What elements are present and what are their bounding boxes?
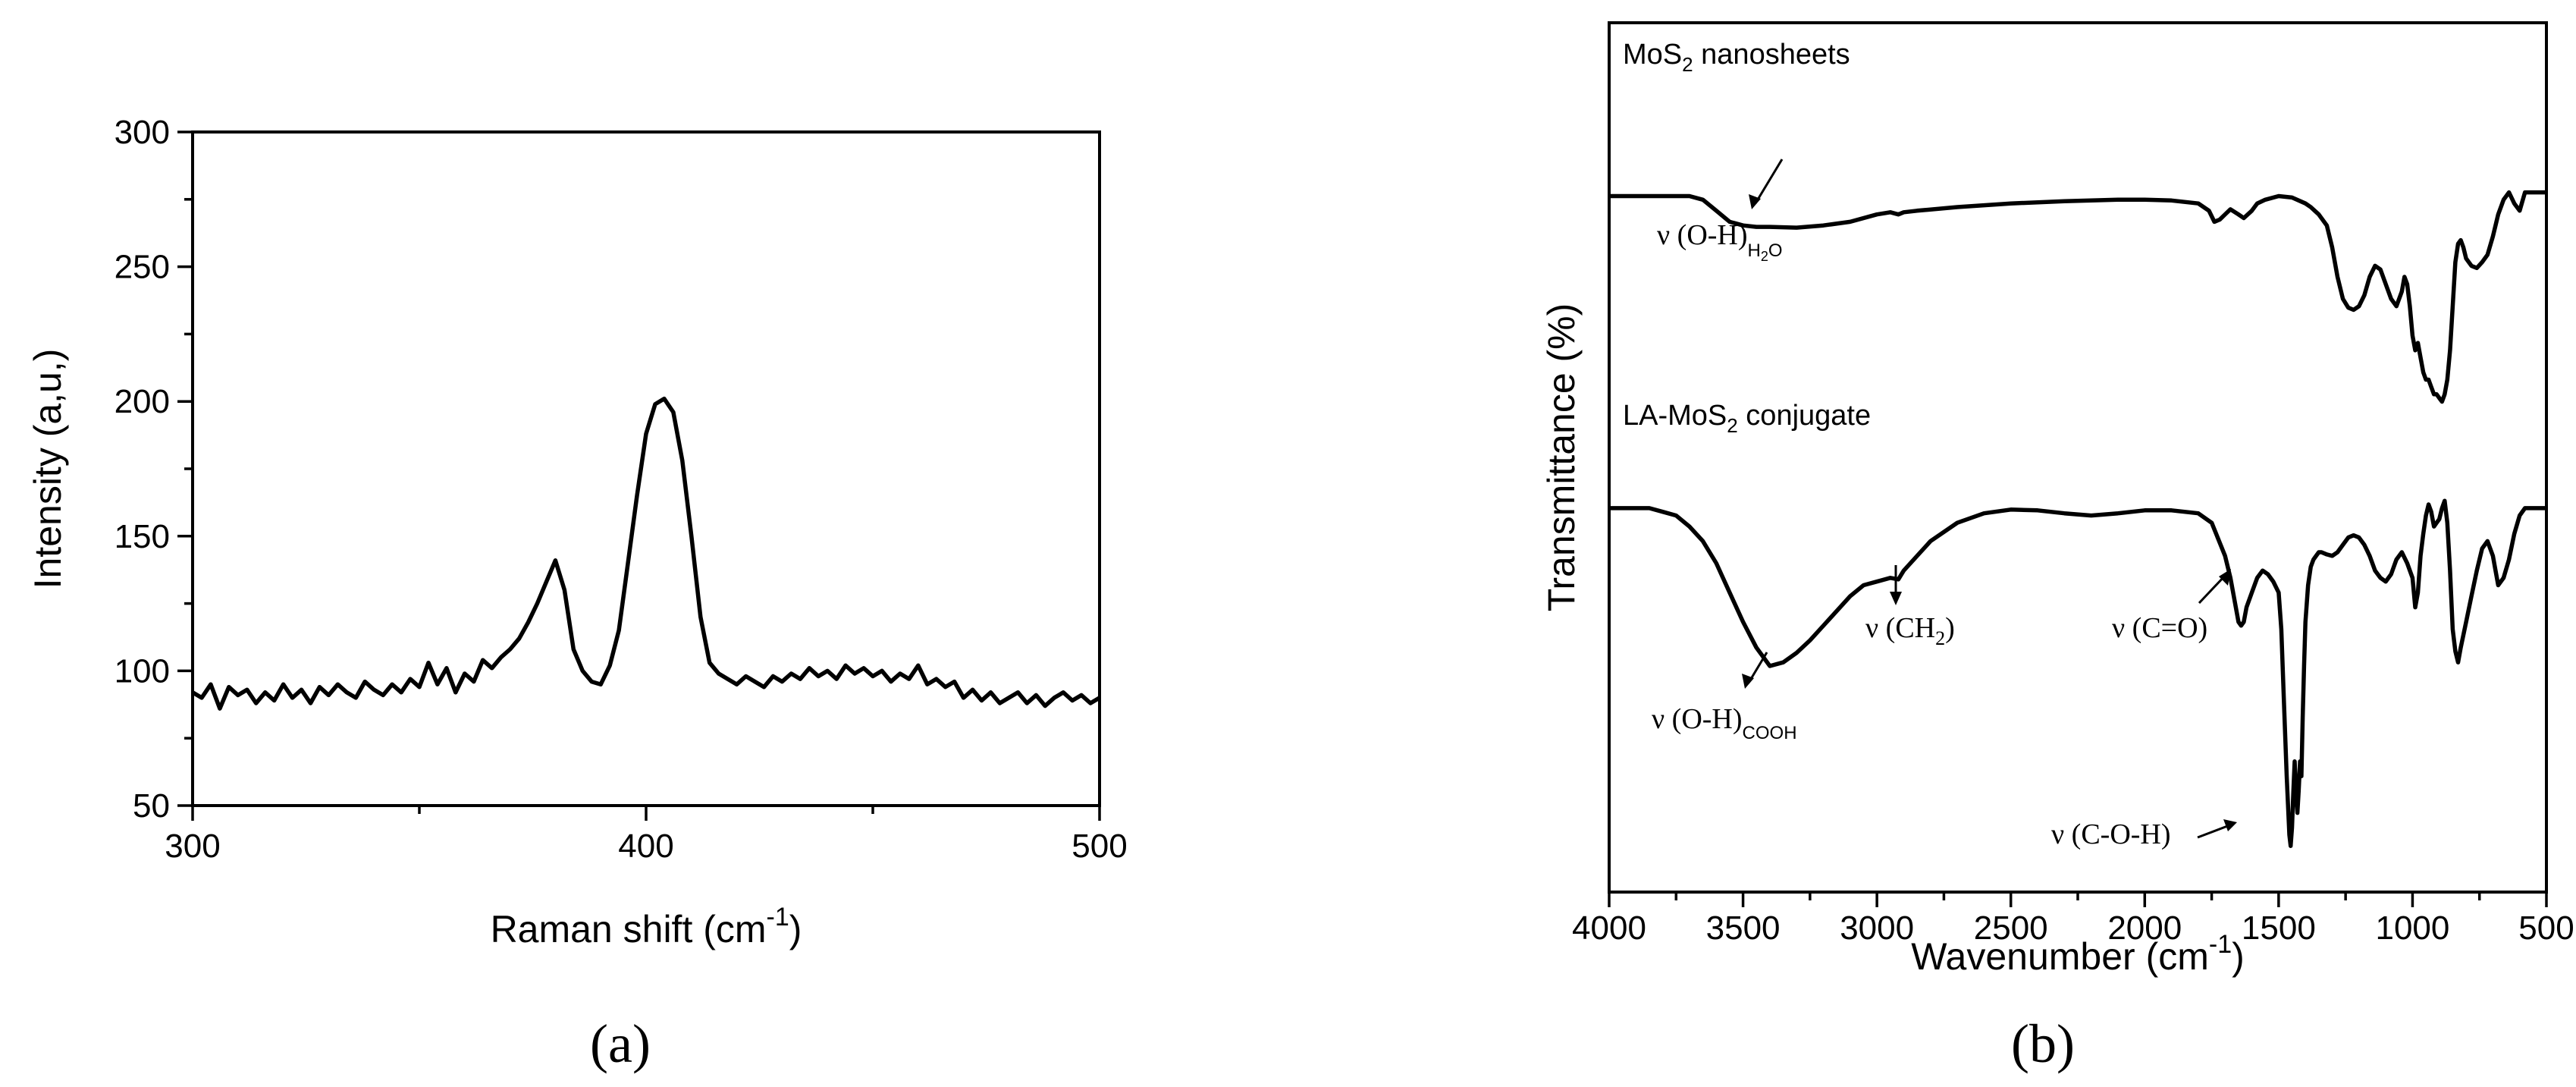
annotation-oh-h2o-arrow bbox=[1754, 159, 1784, 204]
panel-a-xticks: 300 400 500 bbox=[165, 806, 1128, 865]
annotation-oh-h2o-arrowhead bbox=[1749, 194, 1761, 209]
annotation-ch2: ν (CH2) bbox=[1865, 565, 1955, 649]
annotation-coh-arrow bbox=[2197, 824, 2230, 839]
panel-a-xtick-label: 400 bbox=[618, 828, 673, 865]
panel-b-ylabel: Transmittance (%) bbox=[1540, 303, 1583, 612]
annotation-co-arrow bbox=[2198, 573, 2227, 605]
annotation-co-text: ν (C=O) bbox=[2112, 612, 2207, 644]
panel-b-xtick-label: 3500 bbox=[1706, 909, 1781, 947]
panel-a-label: (a) bbox=[590, 1013, 651, 1074]
panel-b-label: (b) bbox=[2011, 1013, 2075, 1074]
annotation-coh-text: ν (C-O-H) bbox=[2051, 818, 2171, 850]
annotation-oh-h2o: ν (O-H)H2O bbox=[1657, 159, 1784, 264]
panel-a-ytick-label: 300 bbox=[115, 114, 170, 151]
panel-b-series-label-la-mos2: LA-MoS2 conjugate bbox=[1623, 400, 1871, 437]
panel-a-xtick-label: 300 bbox=[165, 828, 220, 865]
panel-a-xlabel: Raman shift (cm-1) bbox=[491, 903, 802, 950]
panel-b-xtick-label: 1500 bbox=[2242, 909, 2316, 947]
panel-b-xticks: 4000 3500 3000 2500 2000 1500 1000 500 bbox=[1572, 892, 2574, 947]
panel-b-xlabel: Wavenumber (cm-1) bbox=[1911, 930, 2245, 978]
panel-a-ytick-label: 50 bbox=[133, 787, 170, 825]
annotation-oh-cooh: ν (O-H)COOH bbox=[1652, 652, 1797, 743]
annotation-oh-cooh-text: ν (O-H)COOH bbox=[1652, 703, 1797, 743]
annotation-coh-arrowhead bbox=[2223, 819, 2237, 831]
panel-b-xtick-label: 2000 bbox=[2107, 909, 2182, 947]
annotation-ch2-arrowhead bbox=[1890, 592, 1902, 605]
annotation-oh-h2o-text: ν (O-H)H2O bbox=[1657, 219, 1783, 264]
panel-a-yticks: 50 100 150 200 250 300 bbox=[115, 114, 193, 825]
panel-a-series-line bbox=[191, 396, 1101, 711]
panel-a-ytick-label: 250 bbox=[115, 249, 170, 286]
panel-b-xtick-label: 3000 bbox=[1840, 909, 1914, 947]
annotation-coh: ν (C-O-H) bbox=[2051, 818, 2237, 850]
panel-a-ytick-label: 200 bbox=[115, 383, 170, 420]
panel-b-xtick-label: 4000 bbox=[1572, 909, 1646, 947]
annotation-co: ν (C=O) bbox=[2112, 569, 2231, 644]
panel-a-ytick-label: 150 bbox=[115, 518, 170, 555]
panel-a-plot-frame bbox=[191, 130, 1101, 807]
annotation-co-arrowhead bbox=[2219, 569, 2231, 586]
panel-b-series-label-mos2: MoS2 nanosheets bbox=[1623, 39, 1850, 76]
panel-a: 300 400 500 50 100 150 200 250 300 Raman shift … bbox=[27, 114, 1128, 1074]
panel-b-xtick-label: 500 bbox=[2518, 909, 2574, 947]
annotation-oh-cooh-arrowhead bbox=[1742, 674, 1754, 689]
panel-b-xtick-label: 1000 bbox=[2375, 909, 2449, 947]
annotation-ch2-text: ν (CH2) bbox=[1865, 612, 1955, 649]
panel-a-ylabel: Intensity (a,u,) bbox=[27, 349, 69, 589]
panel-b-plot-frame bbox=[1608, 21, 2548, 894]
panel-a-ytick-label: 100 bbox=[115, 652, 170, 690]
panel-b-series-line-mos2 bbox=[1609, 190, 2546, 404]
panel-b: 4000 3500 3000 2500 2000 1500 1000 500 MoS2 nan… bbox=[1540, 21, 2574, 1074]
panel-b-series-line-la-mos2 bbox=[1609, 498, 2546, 848]
panel-b-xtick-label: 2500 bbox=[1974, 909, 2048, 947]
panel-a-xtick-label: 500 bbox=[1072, 828, 1127, 865]
